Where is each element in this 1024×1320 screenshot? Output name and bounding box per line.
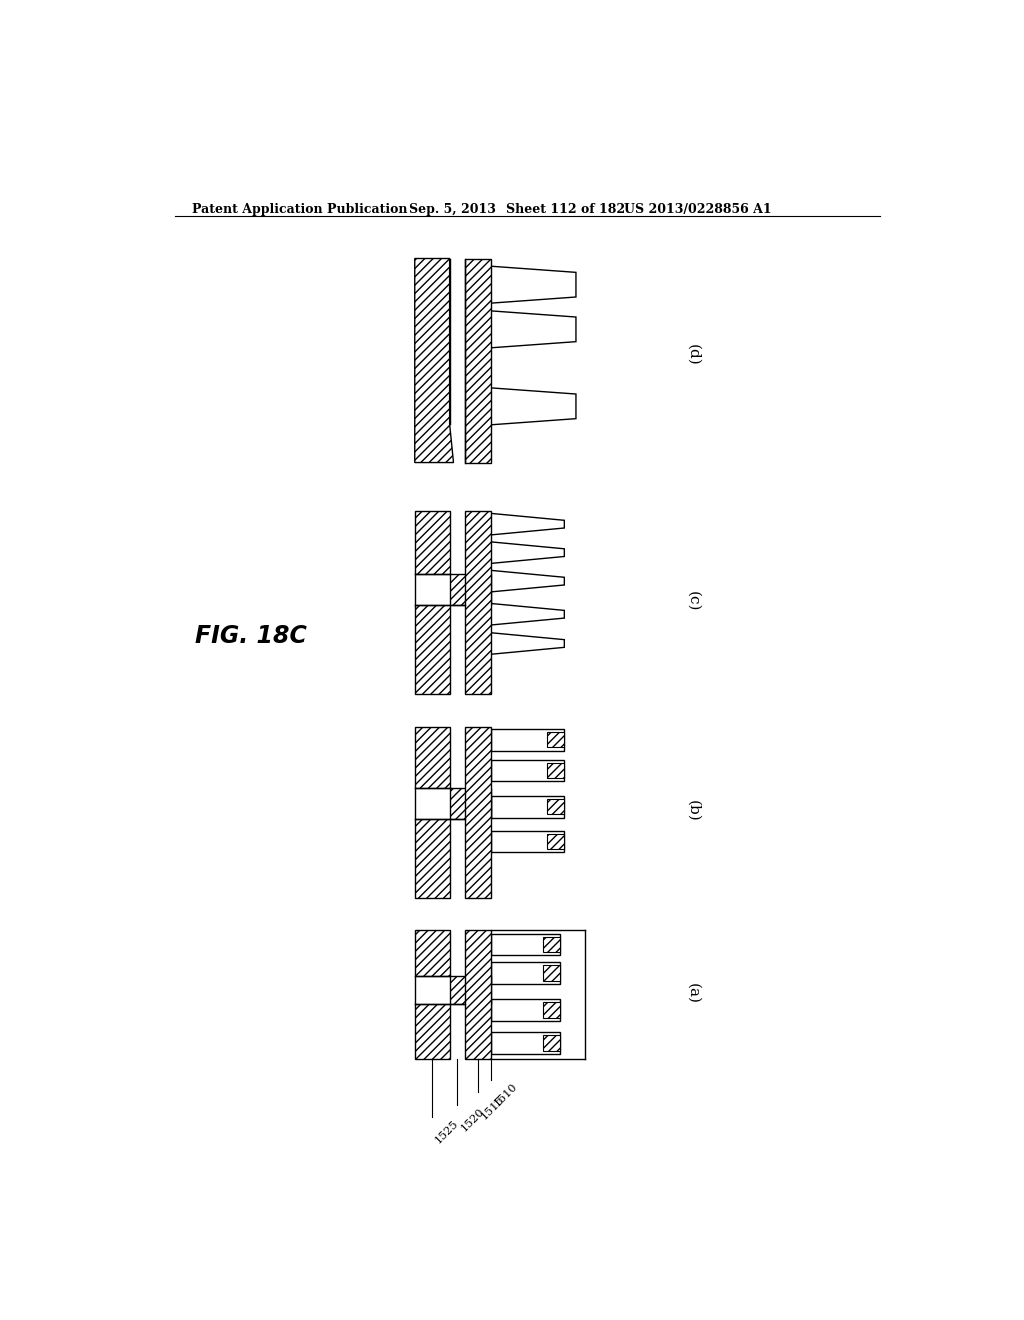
Bar [490,1032,560,1053]
Bar [415,977,465,1003]
Bar [490,729,564,751]
Bar [544,1035,560,1051]
Bar [415,788,465,818]
Polygon shape [415,818,450,898]
Text: (d): (d) [686,345,700,366]
Bar [544,1002,560,1018]
Bar [490,962,560,983]
Polygon shape [490,267,575,304]
Bar [544,937,560,952]
Polygon shape [465,929,490,1059]
Polygon shape [415,605,450,693]
Polygon shape [450,574,490,605]
Polygon shape [415,726,450,788]
Text: (c): (c) [686,591,700,611]
Text: Sep. 5, 2013: Sep. 5, 2013 [409,203,496,216]
Text: (a): (a) [686,983,700,1005]
Polygon shape [450,788,490,818]
Polygon shape [490,513,564,535]
Bar [547,733,564,747]
Polygon shape [490,603,564,626]
Polygon shape [465,511,490,693]
Polygon shape [415,511,450,574]
Text: FIG. 18C: FIG. 18C [195,624,306,648]
Text: (b): (b) [686,800,700,822]
Bar [490,796,564,817]
Polygon shape [465,726,490,898]
Bar [490,999,560,1020]
Bar [490,830,564,853]
Text: Sheet 112 of 182: Sheet 112 of 182 [506,203,626,216]
Polygon shape [490,388,575,425]
Bar [547,763,564,779]
Polygon shape [415,929,450,977]
Polygon shape [450,977,490,1003]
Bar [450,462,465,486]
Polygon shape [490,570,564,591]
Polygon shape [415,1003,450,1059]
Text: 1520: 1520 [459,1106,486,1134]
Polygon shape [490,312,575,348]
Text: Patent Application Publication: Patent Application Publication [191,203,408,216]
Bar [547,834,564,849]
Polygon shape [415,259,454,462]
Text: US 2013/0228856 A1: US 2013/0228856 A1 [624,203,772,216]
Text: 1525: 1525 [433,1118,461,1146]
Bar [490,933,560,956]
Polygon shape [465,259,490,462]
Text: 1515: 1515 [479,1094,506,1121]
Bar [415,574,465,605]
Polygon shape [490,543,564,564]
Bar [547,799,564,814]
Text: 1510: 1510 [493,1081,519,1109]
Bar [490,760,564,781]
Bar [544,965,560,981]
Polygon shape [490,632,564,655]
